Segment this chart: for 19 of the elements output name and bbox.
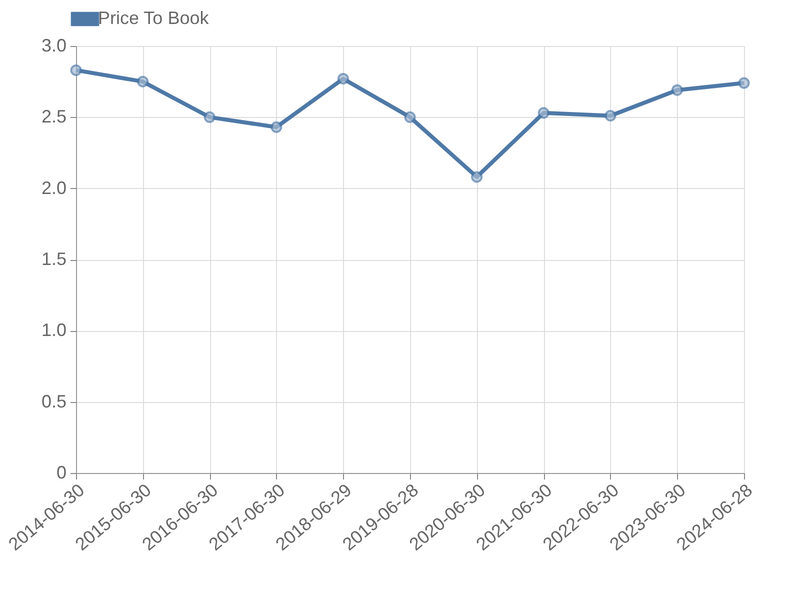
point	[471, 171, 483, 183]
y-tick-label: 0.5	[41, 391, 66, 412]
y-tick-label: 2.0	[41, 178, 66, 198]
legend-label: Price To Book	[98, 8, 210, 28]
point	[604, 110, 616, 122]
point	[204, 111, 216, 123]
point	[404, 111, 416, 123]
y-tick-label: 3.0	[41, 36, 66, 56]
point	[70, 64, 82, 76]
y-tick-label: 2.5	[41, 106, 66, 127]
y-tick-label: 1.5	[41, 249, 66, 269]
point	[738, 77, 750, 89]
y-tick-label: 1.0	[41, 320, 66, 340]
point	[337, 73, 349, 84]
point	[538, 107, 550, 119]
point	[137, 76, 149, 88]
point	[671, 84, 683, 96]
point	[270, 121, 282, 133]
y-tick-label: 0	[56, 462, 66, 482]
